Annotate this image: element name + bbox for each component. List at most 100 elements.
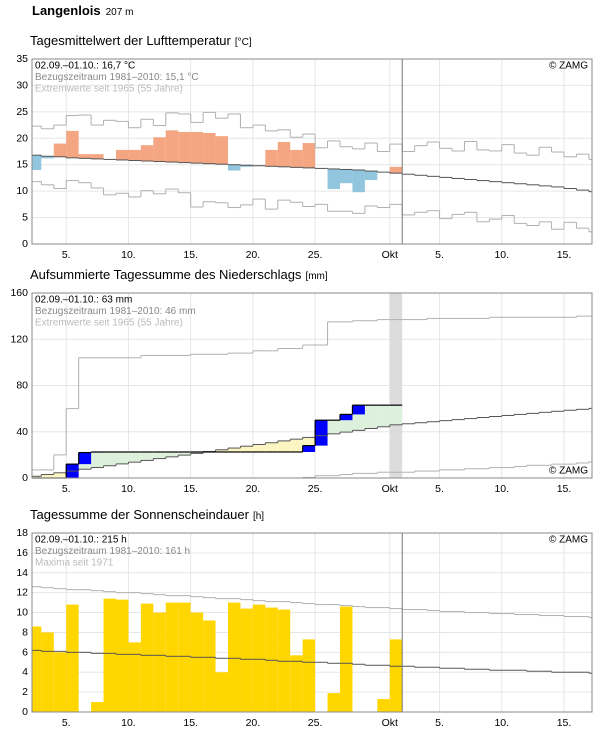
- chart-unit: [mm]: [305, 271, 327, 282]
- anomaly-bar: [128, 149, 141, 161]
- y-tick-label: 10: [16, 607, 28, 619]
- bar: [203, 620, 216, 712]
- source-label: © ZAMG: [549, 535, 588, 546]
- anomaly-bar: [32, 155, 42, 170]
- station-name: Langenlois: [32, 3, 101, 18]
- difference-area: [364, 405, 378, 429]
- anomaly-bar: [290, 149, 303, 168]
- anomaly-bar: [116, 149, 129, 160]
- anomaly-bar: [364, 171, 378, 181]
- bar: [116, 599, 129, 712]
- difference-area: [53, 472, 67, 478]
- y-tick-label: 30: [16, 79, 28, 91]
- difference-area: [190, 451, 204, 454]
- x-tick-label: 20.: [246, 717, 261, 729]
- daily-precipitation: [302, 445, 316, 452]
- source-label: © ZAMG: [549, 466, 588, 477]
- y-tick-label: 40: [16, 426, 28, 438]
- y-tick-label: 16: [16, 547, 28, 559]
- x-tick-label: Okt: [382, 717, 398, 729]
- source-label: © ZAMG: [549, 61, 588, 72]
- bar: [215, 672, 228, 712]
- anomaly-bar: [41, 156, 54, 159]
- anomaly-bar: [178, 131, 191, 163]
- y-tick-label: 0: [22, 706, 28, 718]
- x-tick-label: 15.: [183, 483, 198, 495]
- stat-line: 02.09.–01.10.: 215 h: [35, 535, 127, 546]
- x-tick-label: 25.: [308, 717, 323, 729]
- y-tick-label: 14: [16, 567, 28, 579]
- anomaly-bar: [352, 170, 365, 193]
- x-tick-label: 5.: [62, 249, 71, 261]
- anomaly-bar: [165, 130, 179, 163]
- anomaly-bar: [240, 165, 253, 167]
- difference-area: [165, 451, 179, 457]
- anomaly-bar: [228, 164, 241, 171]
- y-tick-label: 5: [22, 212, 28, 224]
- difference-area: [128, 451, 141, 463]
- stat-line: 02.09.–01.10.: 16,7 °C: [35, 61, 135, 72]
- y-tick-label: 15: [16, 159, 28, 171]
- chart-title: Tagesmittelwert der Lufttemperatur [°C]: [30, 33, 252, 48]
- x-tick-label: 5.: [62, 717, 71, 729]
- difference-area: [41, 474, 54, 478]
- bar: [228, 602, 241, 712]
- plot-frame: [31, 58, 593, 245]
- x-tick-label: 10.: [121, 249, 136, 261]
- x-tick-label: 20.: [246, 483, 261, 495]
- difference-area: [140, 451, 154, 461]
- anomaly-bar: [190, 131, 204, 164]
- chart-panel: Aufsummierte Tagessumme des Niederschlag…: [10, 267, 593, 495]
- y-tick-label: 8: [22, 626, 28, 638]
- stat-line: 02.09.–01.10.: 63 mm: [35, 295, 132, 306]
- plot-frame: [31, 532, 593, 713]
- anomaly-bar: [340, 169, 353, 184]
- bar: [178, 602, 191, 712]
- bar: [389, 639, 403, 712]
- x-tick-label: 15.: [557, 483, 572, 495]
- y-tick-label: 18: [16, 527, 28, 539]
- difference-area: [327, 420, 340, 434]
- difference-area: [228, 448, 241, 452]
- x-tick-label: 10.: [494, 717, 509, 729]
- anomaly-bar: [215, 136, 228, 165]
- bar: [140, 603, 154, 712]
- difference-area: [116, 451, 129, 464]
- station-elevation: 207 m: [106, 7, 134, 18]
- y-tick-label: 12: [16, 587, 28, 599]
- daily-precipitation: [315, 420, 328, 446]
- difference-area: [389, 405, 403, 425]
- x-tick-label: 25.: [308, 249, 323, 261]
- x-tick-label: 25.: [308, 483, 323, 495]
- stat-line: Bezugszeitraum 1981–2010: 46 mm: [35, 306, 196, 317]
- bar: [153, 612, 166, 712]
- y-tick-label: 2: [22, 686, 28, 698]
- station-heading: Langenlois 207 m: [32, 3, 133, 18]
- difference-area: [153, 451, 166, 459]
- chart-title-text: Aufsummierte Tagessumme des Niederschlag…: [30, 267, 302, 282]
- bar: [340, 606, 353, 712]
- y-tick-label: 35: [16, 53, 28, 65]
- difference-area: [302, 437, 316, 446]
- difference-area: [277, 440, 291, 452]
- anomaly-bar: [91, 154, 104, 159]
- plot-frame: [31, 292, 593, 479]
- y-tick-label: 25: [16, 106, 28, 118]
- anomaly-bar: [302, 143, 316, 168]
- bar: [103, 598, 116, 712]
- x-tick-label: 5.: [435, 249, 444, 261]
- y-tick-label: 0: [22, 238, 28, 250]
- anomaly-bar: [389, 166, 403, 174]
- x-tick-label: 10.: [121, 717, 136, 729]
- anomaly-bar: [327, 168, 340, 190]
- chart-title-text: Tagessumme der Sonnenscheindauer: [30, 507, 250, 522]
- y-tick-label: 120: [10, 333, 28, 345]
- y-tick-label: 10: [16, 185, 28, 197]
- difference-area: [91, 451, 104, 468]
- x-tick-label: 20.: [246, 249, 261, 261]
- bar: [53, 652, 67, 712]
- daily-precipitation: [340, 414, 353, 421]
- anomaly-bar: [140, 145, 154, 162]
- difference-area: [290, 439, 303, 452]
- anomaly-bar: [78, 154, 92, 159]
